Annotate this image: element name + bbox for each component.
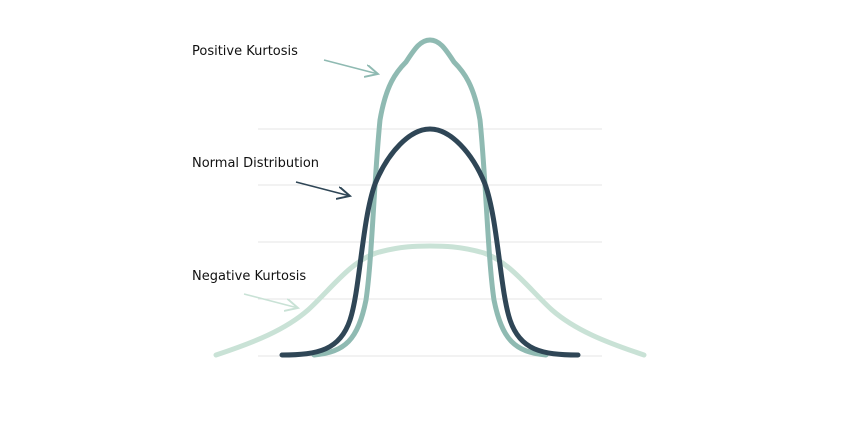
arrow-negative-kurtosis	[243, 293, 298, 308]
normal-distribution-label: Normal Distribution	[192, 156, 319, 171]
positive-kurtosis-curve	[311, 37, 549, 358]
arrow-positive-kurtosis	[323, 59, 378, 74]
negative-kurtosis-label: Negative Kurtosis	[192, 269, 306, 284]
negative-kurtosis-curve	[213, 243, 647, 358]
arrow-normal-distribution	[295, 181, 350, 196]
positive-kurtosis-label: Positive Kurtosis	[192, 44, 298, 59]
normal-distribution-curve	[279, 126, 581, 358]
